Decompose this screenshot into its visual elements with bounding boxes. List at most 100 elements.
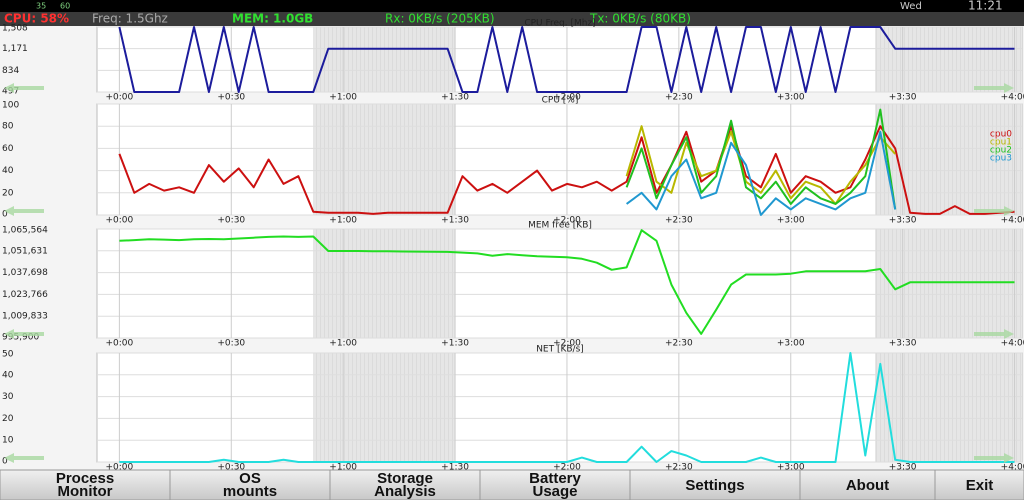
- x-tick-label: +0:30: [217, 339, 245, 349]
- sleep-region: [313, 104, 455, 215]
- x-tick-label: +0:00: [105, 93, 133, 103]
- data-line: [625, 108, 897, 210]
- scroll-arrow: [4, 206, 44, 216]
- x-tick-label: +1:30: [441, 93, 469, 103]
- x-tick-label: +4:00: [1001, 216, 1024, 226]
- y-tick-label: 30: [2, 392, 14, 402]
- y-tick-label: 0: [2, 210, 8, 220]
- x-tick-label: +2:00: [553, 93, 581, 103]
- y-tick-label: 1,508: [2, 24, 28, 34]
- scroll-arrow: [974, 453, 1014, 463]
- chart-title: CPU [%]: [542, 96, 579, 106]
- x-tick-label: +3:00: [777, 216, 805, 226]
- header-tx: Tx: 0KB/s (80KB): [589, 12, 691, 26]
- x-tick-label: +1:00: [329, 216, 357, 226]
- y-tick-label: 1,037,698: [2, 268, 48, 278]
- legend-entry: cpu2: [990, 146, 1012, 156]
- button-label: OS: [239, 470, 261, 487]
- status-time: 11:21: [968, 0, 1003, 13]
- data-line: [118, 125, 1015, 215]
- y-tick-label: 50: [2, 350, 14, 360]
- y-tick-label: 20: [2, 188, 14, 198]
- y-tick-label: 40: [2, 166, 14, 176]
- status-day: Wed: [900, 1, 922, 12]
- nav-button[interactable]: About: [799, 469, 936, 500]
- button-label: Battery: [529, 470, 581, 487]
- button-label: Storage: [377, 470, 433, 487]
- y-tick-label: 60: [2, 144, 14, 154]
- data-line: [625, 125, 896, 205]
- button-face: [629, 469, 801, 500]
- nav-button[interactable]: Settings: [629, 469, 801, 500]
- y-tick-label: 40: [2, 370, 14, 380]
- x-tick-label: +0:30: [217, 93, 245, 103]
- chart-title: CPU Freq. [Mhz]: [524, 19, 595, 29]
- y-tick-label: 1,009,833: [2, 312, 48, 322]
- data-line: [119, 352, 1015, 463]
- sleep-region: [313, 353, 455, 462]
- button-label: Analysis: [374, 483, 436, 500]
- button-label: Process: [56, 470, 114, 487]
- scroll-arrow: [974, 83, 1014, 93]
- nav-button[interactable]: Exit: [934, 469, 1024, 500]
- data-line: [119, 229, 1015, 335]
- scroll-arrow: [4, 83, 44, 93]
- scroll-arrow: [4, 329, 44, 339]
- x-tick-label: +4:00: [1001, 93, 1024, 103]
- y-tick-label: 1,065,564: [2, 226, 48, 236]
- button-label: Exit: [966, 477, 994, 494]
- legend-entry: cpu3: [990, 154, 1012, 164]
- y-tick-label: 10: [2, 436, 14, 446]
- x-tick-label: +1:00: [329, 463, 357, 473]
- x-tick-label: +2:00: [553, 216, 581, 226]
- scroll-arrow: [974, 329, 1014, 339]
- header-freq: Freq: 1.5Ghz: [92, 12, 168, 26]
- x-tick-label: +3:30: [889, 463, 917, 473]
- x-tick-label: +0:00: [105, 216, 133, 226]
- status-icon-text: 35: [36, 2, 46, 11]
- x-tick-label: +3:00: [777, 93, 805, 103]
- data-line: [626, 130, 897, 216]
- header-bar: [0, 12, 1024, 26]
- sleep-region: [313, 27, 455, 92]
- plot-area: [96, 228, 1023, 339]
- y-tick-label: 1,023,766: [2, 290, 48, 300]
- x-tick-label: +3:00: [777, 463, 805, 473]
- sleep-region: [875, 27, 1022, 92]
- button-face: [169, 469, 331, 500]
- sleep-region: [875, 104, 1022, 215]
- x-tick-label: +2:00: [553, 339, 581, 349]
- x-tick-label: +2:30: [665, 93, 693, 103]
- button-label: mounts: [223, 483, 277, 500]
- button-face: [799, 469, 936, 500]
- y-tick-label: 1,051,631: [2, 246, 48, 256]
- button-label: Settings: [685, 477, 744, 494]
- button-label: About: [846, 477, 889, 494]
- status-icon-text: 60: [60, 2, 70, 11]
- status-bar: [0, 0, 1024, 12]
- x-tick-label: +3:30: [889, 339, 917, 349]
- header-mem: MEM: 1.0GB: [232, 12, 313, 26]
- x-tick-label: +4:00: [1001, 339, 1024, 349]
- button-face: [934, 469, 1024, 500]
- x-tick-label: +2:30: [665, 216, 693, 226]
- chart-title: MEM free [KB]: [528, 221, 592, 231]
- x-tick-label: +1:30: [441, 339, 469, 349]
- x-tick-label: +0:00: [105, 463, 133, 473]
- y-tick-label: 497: [2, 87, 19, 97]
- x-tick-label: +1:30: [441, 463, 469, 473]
- scroll-arrow: [974, 206, 1014, 216]
- sleep-region: [313, 229, 455, 338]
- sleep-region: [875, 229, 1022, 338]
- x-tick-label: +0:30: [217, 463, 245, 473]
- x-tick-label: +0:00: [105, 339, 133, 349]
- y-tick-label: 995,900: [2, 333, 39, 343]
- scroll-arrow: [4, 453, 44, 463]
- x-tick-label: +3:00: [777, 339, 805, 349]
- legend-entry: cpu1: [990, 138, 1012, 148]
- button-face: [329, 469, 481, 500]
